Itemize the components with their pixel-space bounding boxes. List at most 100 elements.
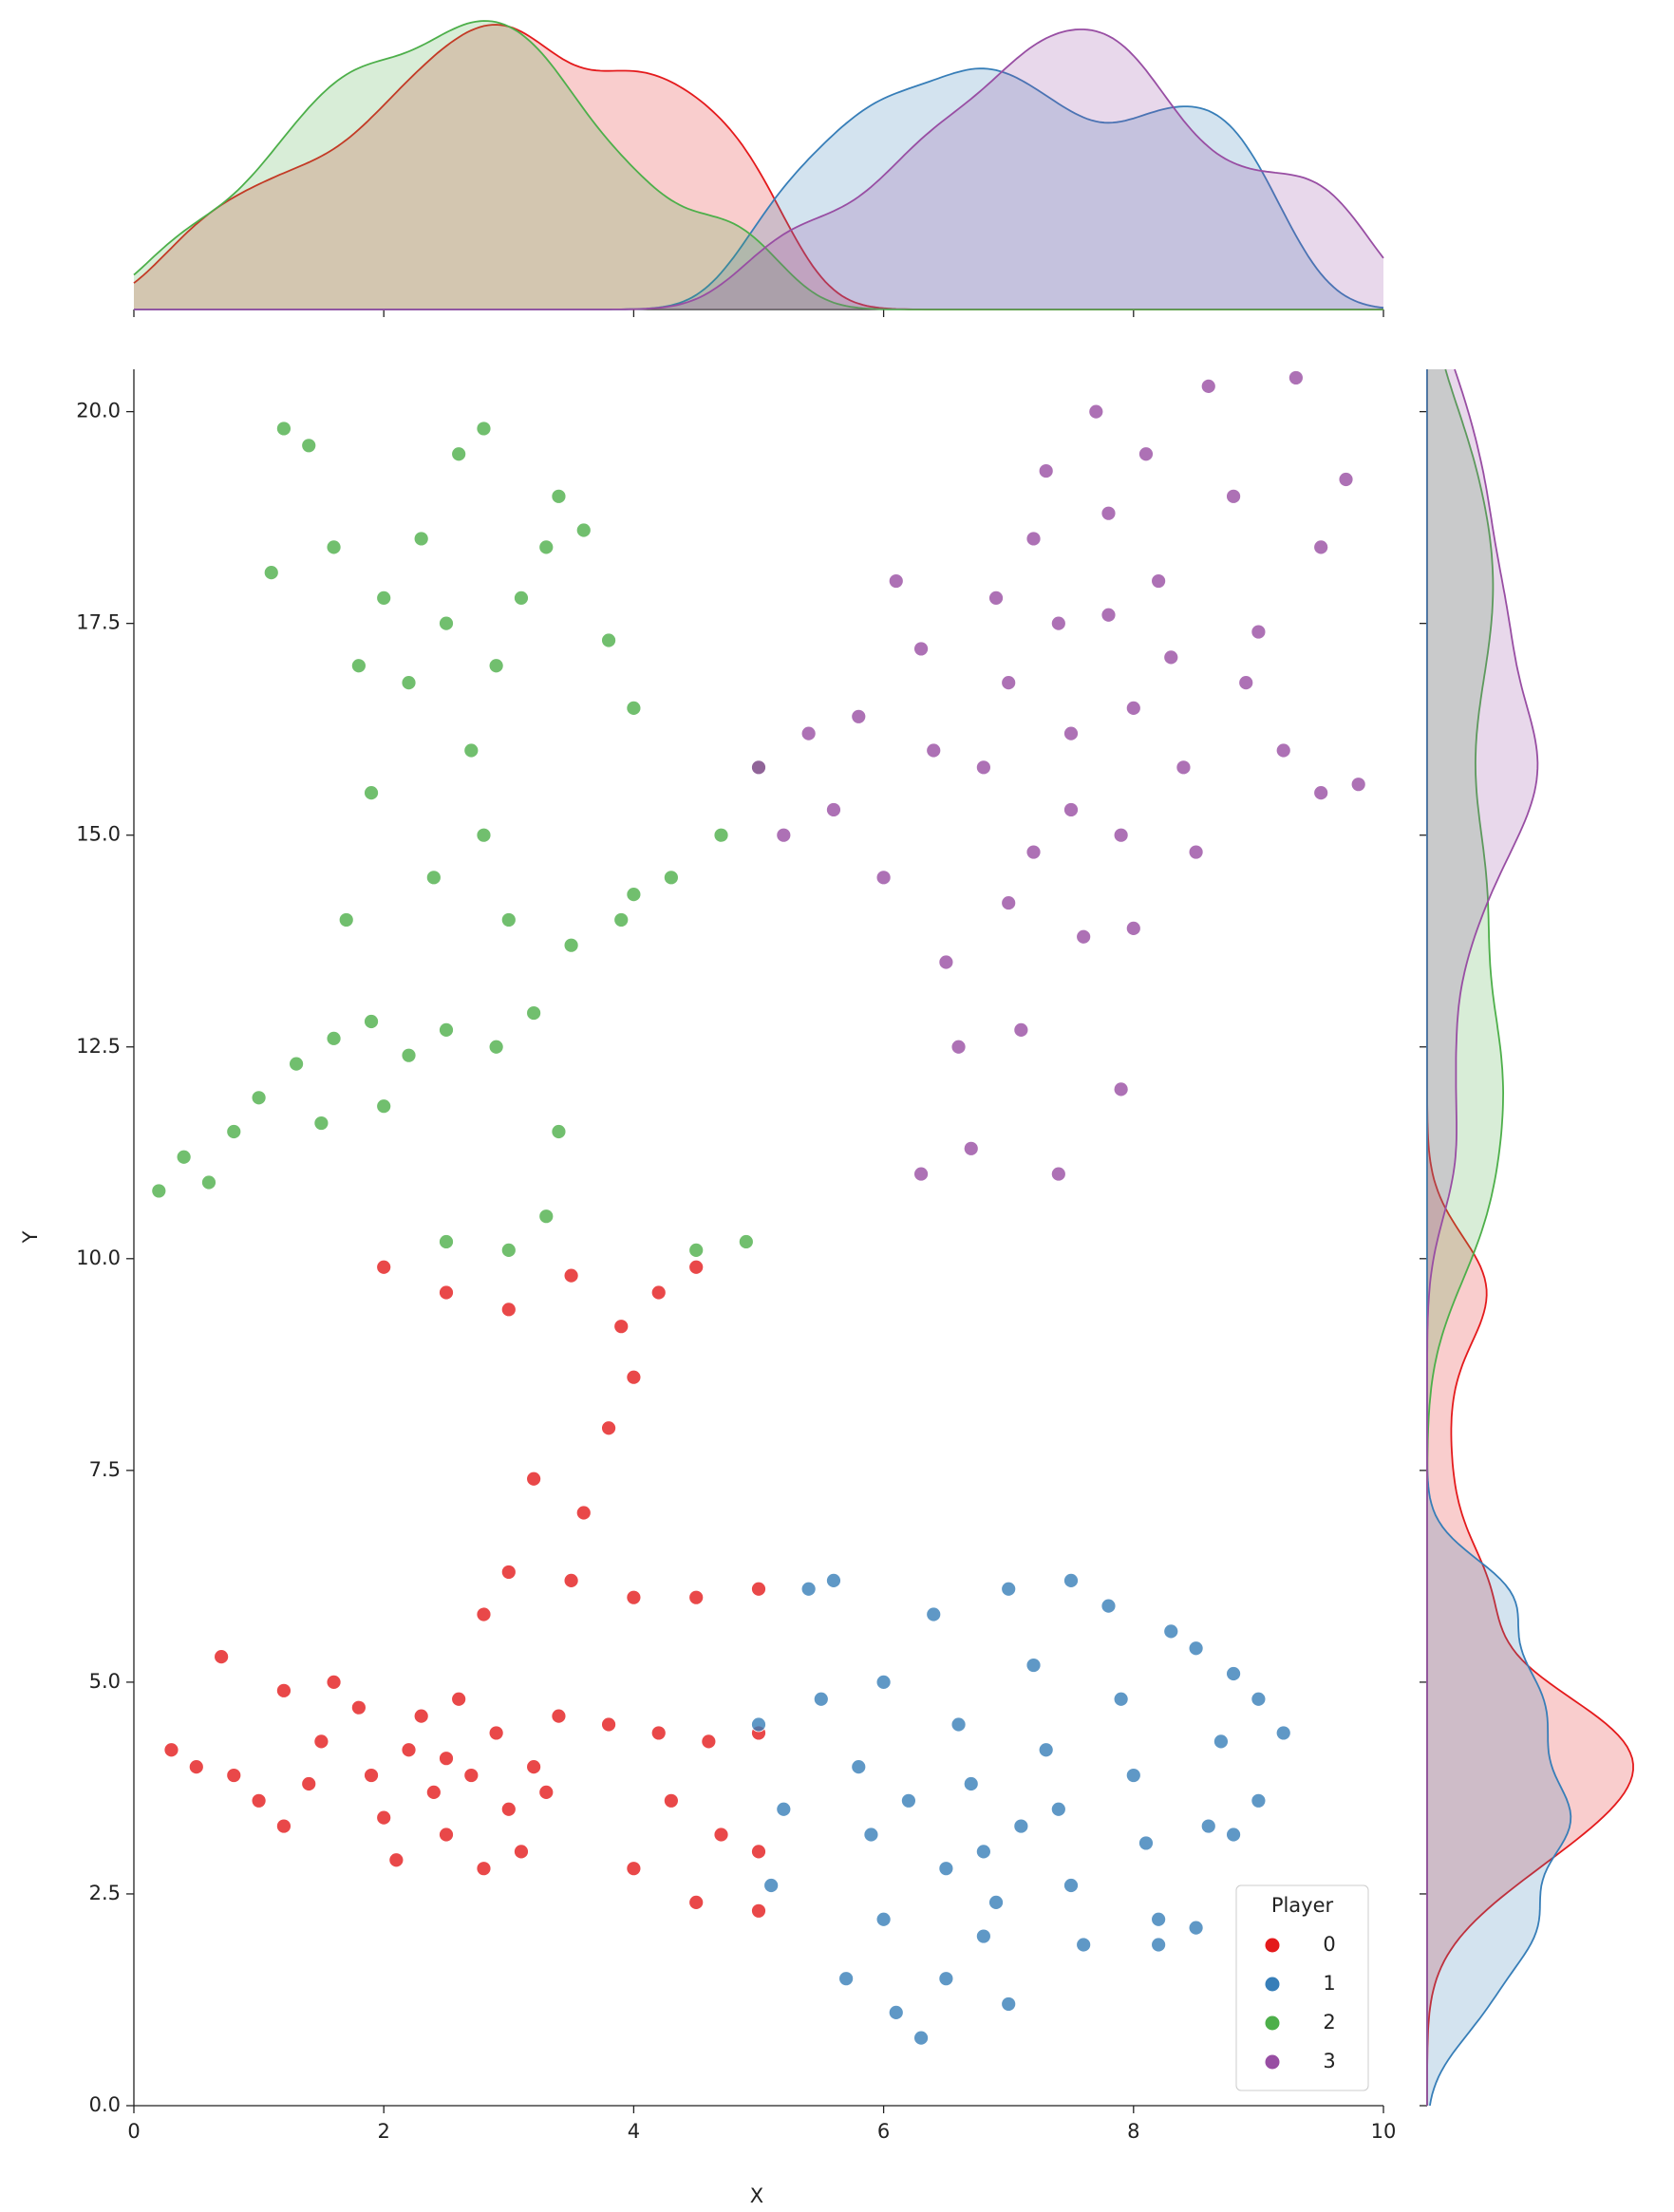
scatter-point [1226,1827,1241,1843]
y-tick-label: 10.0 [76,1247,121,1269]
scatter-point [776,1801,792,1817]
scatter-point [650,1725,667,1741]
y-tick-label: 12.5 [76,1035,121,1058]
scatter-point [926,742,942,759]
top-kde-line [134,28,1384,310]
scatter-point [1163,1623,1179,1640]
scatter-point [751,759,766,776]
x-tick-label: 8 [1127,2120,1139,2143]
legend-label: 1 [1323,1972,1335,1995]
scatter-point [251,1090,267,1106]
scatter-point [688,1894,705,1910]
scatter-point [1275,1725,1291,1741]
scatter-point [851,1759,867,1775]
scatter-point [938,1861,954,1877]
scatter-point [439,1751,454,1767]
scatter-point [500,1242,517,1258]
scatter-point [1200,378,1216,394]
x-tick-label: 10 [1371,2120,1397,2143]
scatter-point [1275,742,1291,759]
scatter-point [350,658,367,674]
scatter-point [950,1716,967,1733]
scatter-point [1163,649,1179,665]
scatter-point [913,641,929,657]
scatter-point [1313,539,1329,555]
scatter-point [439,615,454,631]
scatter-point [326,1675,342,1690]
scatter-point [226,1124,242,1139]
scatter-point [514,1844,529,1860]
scatter-point [376,590,392,606]
scatter-point [1076,928,1092,945]
scatter-point [626,1589,642,1605]
scatter-point [500,912,517,928]
scatter-point [950,1039,967,1055]
right-kde-fill [1427,369,1633,2106]
scatter-point [1113,1691,1129,1707]
scatter-point [776,827,792,843]
scatter-point [1188,1640,1204,1657]
scatter-point [575,522,592,538]
scatter-point [1251,1792,1267,1809]
scatter-point [326,539,342,555]
top-kde-fill [134,68,1383,309]
scatter-point [913,2030,929,2046]
scatter-point [413,531,429,547]
right-kde-line [1426,369,1572,2107]
scatter-point [563,1572,579,1588]
scatter-point [1176,759,1192,776]
scatter-point [439,1022,454,1038]
scatter-point [926,1606,942,1622]
x-tick-label: 2 [378,2120,390,2143]
legend-marker [1265,2015,1280,2031]
scatter-point [1100,607,1117,623]
scatter-point [688,1589,705,1605]
scatter-point [176,1149,192,1165]
legend-title: Player [1271,1894,1334,1917]
scatter-point [1251,624,1267,640]
scatter-point [226,1768,242,1783]
y-axis-label: Y [19,1230,42,1244]
scatter-point [901,1792,916,1809]
scatter-point [963,1140,979,1156]
scatter-point [1025,1658,1042,1673]
scatter-point [826,1572,841,1588]
right-kde-fill [1427,369,1504,2106]
scatter-point [526,1759,542,1775]
legend-label: 0 [1323,1933,1335,1956]
scatter-point [1288,370,1304,385]
scatter-point [401,1742,417,1758]
scatter-point [388,1852,404,1868]
y-tick-label: 15.0 [76,823,121,846]
scatter-point [476,827,492,843]
x-tick-label: 0 [127,2120,140,2143]
top-kde-fill [134,25,1383,309]
scatter-point [1251,1691,1267,1707]
right-kde-fill [1427,369,1538,2106]
scatter-point [514,590,529,606]
scatter-point [1125,920,1141,936]
scatter-point [289,1056,304,1072]
scatter-point [463,1768,480,1783]
scatter-point [463,742,480,759]
scatter-point [526,1471,542,1487]
scatter-point [526,1005,542,1021]
scatter-point [875,1675,892,1690]
scatter-point [888,573,904,589]
scatter-point [1125,1768,1141,1783]
scatter-point [1001,675,1017,691]
scatter-point [1050,615,1066,631]
scatter-point [1138,446,1154,462]
scatter-point [626,1861,642,1877]
scatter-point [963,1776,979,1791]
scatter-point [301,1776,317,1791]
scatter-point [338,912,354,928]
scatter-point [551,1708,567,1724]
scatter-point [1226,488,1241,504]
scatter-point [1050,1166,1066,1182]
scatter-point [476,421,492,437]
scatter-point [1063,1572,1079,1588]
scatter-point [1151,1911,1167,1927]
scatter-point [851,708,867,724]
scatter-point [975,759,991,776]
